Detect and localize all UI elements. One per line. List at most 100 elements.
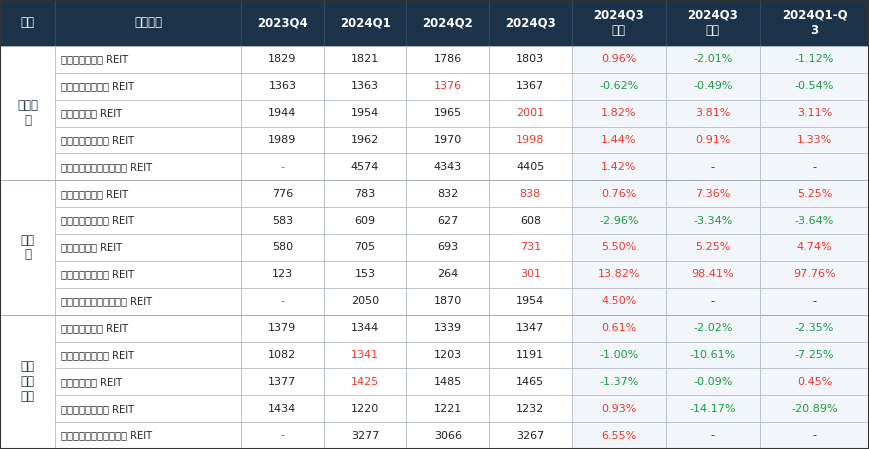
Text: 2050: 2050: [351, 296, 379, 306]
Text: 609: 609: [355, 216, 375, 226]
Bar: [324, 46, 407, 73]
Text: 基金名称: 基金名称: [134, 17, 163, 30]
Bar: [55, 180, 241, 207]
Bar: [241, 315, 324, 342]
Text: 1485: 1485: [434, 377, 461, 387]
Bar: [407, 342, 489, 368]
Bar: [241, 154, 324, 180]
Bar: [324, 100, 407, 127]
Text: 123: 123: [272, 269, 293, 279]
Bar: [0, 315, 55, 449]
Text: -: -: [813, 296, 817, 306]
Bar: [666, 261, 760, 288]
Bar: [324, 315, 407, 342]
Text: -: -: [281, 296, 284, 306]
Bar: [572, 315, 666, 342]
Text: 1425: 1425: [351, 377, 379, 387]
Bar: [241, 234, 324, 261]
Text: 华夏北京保障房 REIT: 华夏北京保障房 REIT: [61, 189, 129, 199]
Text: 1962: 1962: [351, 135, 379, 145]
Bar: [407, 154, 489, 180]
Text: 1786: 1786: [434, 54, 461, 65]
Bar: [489, 342, 572, 368]
Text: 1821: 1821: [351, 54, 379, 65]
Text: 中金厦门安居 REIT: 中金厦门安居 REIT: [61, 377, 123, 387]
Bar: [489, 315, 572, 342]
Bar: [489, 234, 572, 261]
Bar: [489, 207, 572, 234]
Text: -: -: [281, 162, 284, 172]
Text: 776: 776: [272, 189, 293, 199]
Bar: [489, 261, 572, 288]
Text: 1347: 1347: [516, 323, 545, 333]
Bar: [572, 207, 666, 234]
Text: -1.00%: -1.00%: [599, 350, 639, 360]
Text: -7.25%: -7.25%: [795, 350, 834, 360]
Text: 1870: 1870: [434, 296, 461, 306]
Text: 838: 838: [520, 189, 541, 199]
Bar: [324, 342, 407, 368]
Text: 627: 627: [437, 216, 458, 226]
Bar: [760, 395, 869, 422]
Text: 0.93%: 0.93%: [601, 404, 636, 414]
Bar: [572, 46, 666, 73]
Text: 1998: 1998: [516, 135, 545, 145]
Bar: [55, 288, 241, 315]
Text: -1.12%: -1.12%: [795, 54, 834, 65]
Text: 1465: 1465: [516, 377, 544, 387]
Text: -3.34%: -3.34%: [693, 216, 733, 226]
Bar: [666, 207, 760, 234]
Bar: [760, 234, 869, 261]
Text: -10.61%: -10.61%: [690, 350, 736, 360]
Text: 4574: 4574: [351, 162, 379, 172]
Text: 1970: 1970: [434, 135, 461, 145]
Text: 可供
分配
金额: 可供 分配 金额: [21, 361, 35, 403]
Text: 1082: 1082: [269, 350, 296, 360]
Bar: [407, 261, 489, 288]
Bar: [241, 342, 324, 368]
Bar: [760, 100, 869, 127]
Text: 华夏基金华润有巢 REIT: 华夏基金华润有巢 REIT: [61, 135, 134, 145]
Bar: [760, 368, 869, 395]
Text: 2024Q1: 2024Q1: [340, 17, 390, 30]
Text: -2.96%: -2.96%: [599, 216, 639, 226]
Bar: [0, 180, 55, 315]
Text: -: -: [711, 431, 715, 440]
Bar: [407, 422, 489, 449]
Text: -0.54%: -0.54%: [795, 81, 834, 91]
Bar: [666, 46, 760, 73]
Text: 中金厦门安居 REIT: 中金厦门安居 REIT: [61, 108, 123, 118]
Bar: [666, 395, 760, 422]
Text: 1954: 1954: [351, 108, 379, 118]
Bar: [760, 261, 869, 288]
Bar: [489, 46, 572, 73]
Text: 583: 583: [272, 216, 293, 226]
Bar: [666, 422, 760, 449]
Text: 2023Q4: 2023Q4: [257, 17, 308, 30]
Text: 1954: 1954: [516, 296, 545, 306]
Bar: [666, 180, 760, 207]
Bar: [55, 368, 241, 395]
Bar: [666, 127, 760, 154]
Bar: [489, 100, 572, 127]
Bar: [760, 342, 869, 368]
Bar: [760, 207, 869, 234]
Bar: [760, 0, 869, 46]
Text: 1191: 1191: [516, 350, 544, 360]
Text: 1341: 1341: [351, 350, 379, 360]
Bar: [55, 315, 241, 342]
Text: 4405: 4405: [516, 162, 545, 172]
Text: 13.82%: 13.82%: [598, 269, 640, 279]
Bar: [55, 100, 241, 127]
Text: 1363: 1363: [351, 81, 379, 91]
Bar: [241, 395, 324, 422]
Bar: [55, 207, 241, 234]
Text: -14.17%: -14.17%: [690, 404, 736, 414]
Bar: [572, 127, 666, 154]
Bar: [572, 288, 666, 315]
Bar: [760, 46, 869, 73]
Bar: [241, 422, 324, 449]
Text: 红土创新深圳安居 REIT: 红土创新深圳安居 REIT: [61, 81, 134, 91]
Text: 4343: 4343: [434, 162, 461, 172]
Bar: [324, 0, 407, 46]
